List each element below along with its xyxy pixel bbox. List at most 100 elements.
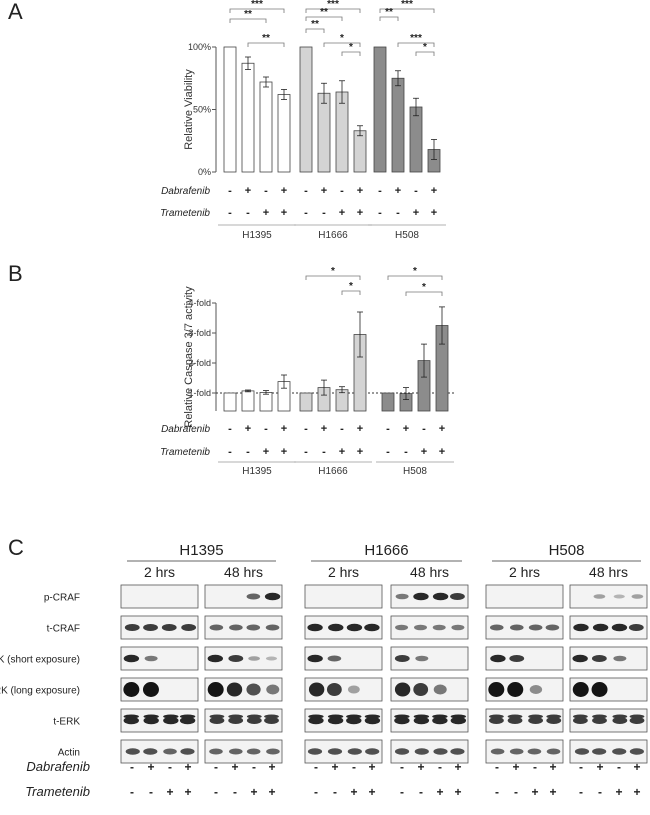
treatment-sign: + (184, 760, 191, 774)
significance-bracket (305, 28, 325, 33)
blot-band (490, 748, 505, 755)
treatment-sign: - (228, 446, 232, 458)
blot-box (569, 615, 648, 640)
treatment-sign: - (322, 207, 326, 219)
panel-label: B (8, 262, 23, 286)
blot-band (432, 714, 448, 719)
treatment-sign: + (263, 207, 269, 219)
blot-box (485, 646, 564, 671)
treatment-sign: + (350, 785, 357, 799)
treatment-sign: - (304, 207, 308, 219)
blot-band (591, 682, 608, 697)
blot-box (569, 677, 648, 702)
blot-box (304, 708, 383, 733)
blot-band (572, 654, 588, 663)
blot-box (390, 646, 469, 671)
blot-band (123, 716, 139, 725)
y-tick-label: 100% (188, 42, 211, 52)
bar (317, 92, 331, 173)
significance-bracket (305, 275, 361, 280)
significance-bracket (379, 8, 435, 13)
treatment-sign: - (168, 760, 172, 774)
significance-label: *** (410, 33, 422, 44)
significance-bracket (397, 42, 435, 47)
timepoint-label: 2 hrs (328, 564, 359, 580)
blot-band (161, 624, 177, 631)
blot-band (144, 655, 158, 662)
blot-band (432, 716, 448, 725)
treatment-sign: + (357, 423, 363, 435)
significance-label: *** (251, 0, 263, 10)
blot-band (592, 623, 609, 632)
blot-band (613, 594, 625, 599)
blot-band (209, 748, 223, 755)
significance-bracket (305, 8, 361, 13)
blot-box (390, 739, 469, 764)
treatment-sign: - (304, 185, 308, 197)
blot-box (304, 615, 383, 640)
cell-line-name: H1395 (179, 542, 223, 559)
significance-label: ** (244, 9, 252, 20)
treatment-sign: + (184, 785, 191, 799)
treatment-sign: + (281, 185, 287, 197)
blot-band (611, 623, 628, 632)
treatment-sign: + (250, 785, 257, 799)
blot-row-label: p-CRAF (44, 593, 80, 604)
blot-box (304, 677, 383, 702)
blot-band (307, 654, 323, 663)
treatment-sign: + (281, 423, 287, 435)
blot-band (228, 714, 244, 719)
treatment-sign: - (214, 760, 218, 774)
significance-bracket (323, 42, 361, 47)
bar (299, 392, 313, 412)
blot-band (364, 716, 381, 725)
blot-band (612, 748, 627, 755)
blot-band (308, 714, 324, 719)
blot-band (207, 654, 224, 663)
treatment-sign: - (322, 446, 326, 458)
treatment-sign: + (368, 760, 375, 774)
blot-band (364, 623, 380, 632)
treatment-sign: + (439, 446, 445, 458)
y-tick-label: 0% (198, 167, 211, 177)
blot-box (120, 615, 199, 640)
blot-box (485, 739, 564, 764)
blot-band (328, 623, 344, 632)
treatment-sign: - (495, 760, 499, 774)
blot-box (485, 584, 564, 609)
blot-band (546, 714, 562, 719)
significance-label: * (349, 281, 353, 292)
significance-bracket (379, 16, 399, 21)
blot-band (265, 624, 280, 631)
treatment-sign: + (268, 785, 275, 799)
blot-band (572, 717, 588, 724)
blot-band (450, 593, 465, 600)
blot-band (143, 714, 159, 719)
y-tick-label: 3-fold (188, 328, 211, 338)
blot-band (394, 716, 410, 725)
significance-label: ** (262, 33, 270, 44)
treatment-sign: - (130, 785, 134, 799)
blot-band (489, 624, 504, 631)
significance-label: * (413, 266, 417, 277)
blot-band (209, 624, 224, 631)
treatment-sign: - (352, 760, 356, 774)
bar (335, 91, 349, 173)
treatment-sign: + (321, 423, 327, 435)
treatment-sign: - (304, 423, 308, 435)
treatment-sign: - (386, 423, 390, 435)
blot-band (308, 682, 325, 697)
blot-band (572, 682, 589, 697)
blot-band (246, 717, 262, 724)
cell-line-name: H1666 (364, 542, 408, 559)
treatment-row-label: Dabrafenib (26, 759, 90, 774)
blot-band (179, 716, 196, 725)
panel-label: A (8, 0, 23, 24)
blot-band (527, 748, 542, 755)
blot-box (390, 615, 469, 640)
blot-band (248, 656, 260, 661)
blot-band (326, 683, 342, 696)
treatment-sign: + (417, 760, 424, 774)
blot-box (569, 646, 648, 671)
